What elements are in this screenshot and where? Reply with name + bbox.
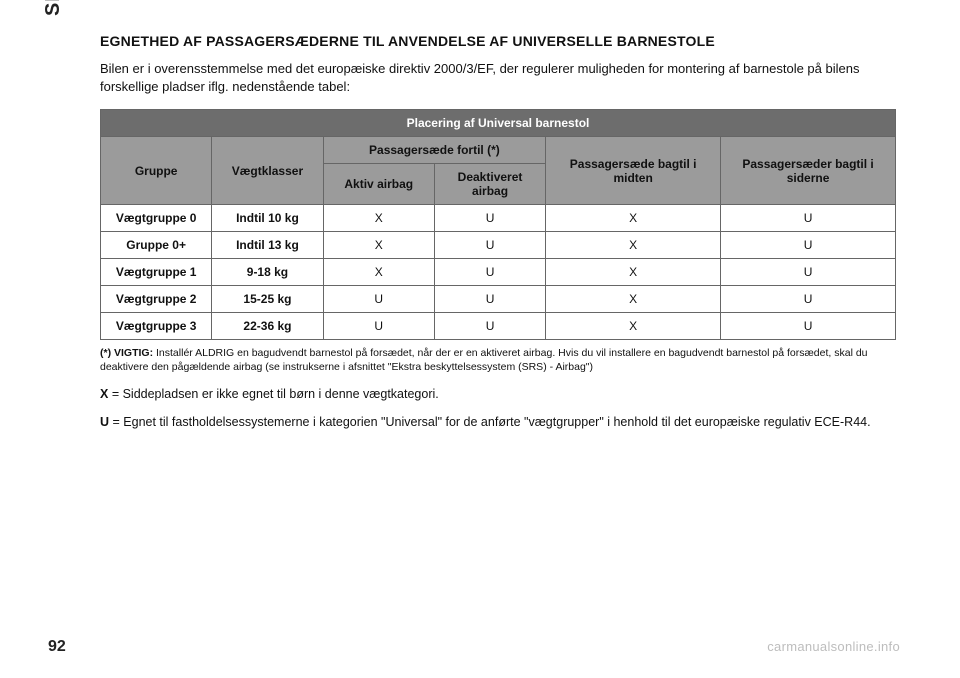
footnote-label: (*) VIGTIG: — [100, 347, 153, 359]
legend-x-text: = Siddepladsen er ikke egnet til børn i … — [108, 387, 438, 401]
table-top-header: Placering af Universal barnestol — [101, 110, 896, 137]
footnote: (*) VIGTIG: Installér ALDRIG en bagudven… — [100, 346, 896, 374]
cell-deact: U — [434, 259, 545, 286]
section-tab-label: SIKKERHED — [42, 0, 65, 18]
cell-group: Gruppe 0+ — [101, 232, 212, 259]
page-container: SIKKERHED EGNETHED AF PASSAGERSÆDERNE TI… — [0, 0, 960, 678]
col-front-deact: Deaktiveret airbag — [434, 164, 545, 205]
seat-suitability-table: Placering af Universal barnestol Gruppe … — [100, 109, 896, 340]
col-group: Gruppe — [101, 137, 212, 205]
cell-side: U — [721, 205, 896, 232]
cell-active: X — [323, 205, 434, 232]
table-body: Vægtgruppe 0 Indtil 10 kg X U X U Gruppe… — [101, 205, 896, 340]
col-rear-side: Passagersæder bagtil i siderne — [721, 137, 896, 205]
cell-weight: 22-36 kg — [212, 313, 323, 340]
intro-text: Bilen er i overensstemmelse med det euro… — [100, 60, 896, 95]
table-row: Vægtgruppe 2 15-25 kg U U X U — [101, 286, 896, 313]
cell-active: U — [323, 286, 434, 313]
cell-deact: U — [434, 232, 545, 259]
section-tab: SIKKERHED — [42, 0, 65, 18]
col-front: Passagersæde fortil (*) — [323, 137, 546, 164]
cell-mid: X — [546, 313, 721, 340]
watermark: carmanualsonline.info — [767, 639, 900, 654]
cell-active: X — [323, 259, 434, 286]
cell-side: U — [721, 232, 896, 259]
legend-x: X = Siddepladsen er ikke egnet til børn … — [100, 385, 896, 403]
table-row: Vægtgruppe 3 22-36 kg U U X U — [101, 313, 896, 340]
cell-deact: U — [434, 286, 545, 313]
table-row: Gruppe 0+ Indtil 13 kg X U X U — [101, 232, 896, 259]
legend-u-text: = Egnet til fastholdelsessystemerne i ka… — [109, 415, 871, 429]
cell-weight: 9-18 kg — [212, 259, 323, 286]
page-number: 92 — [48, 638, 66, 656]
col-weight: Vægtklasser — [212, 137, 323, 205]
cell-deact: U — [434, 205, 545, 232]
cell-side: U — [721, 286, 896, 313]
col-rear-mid: Passagersæde bagtil i midten — [546, 137, 721, 205]
footnote-text: Installér ALDRIG en bagudvendt barnestol… — [100, 347, 868, 373]
cell-group: Vægtgruppe 0 — [101, 205, 212, 232]
cell-active: X — [323, 232, 434, 259]
cell-mid: X — [546, 205, 721, 232]
cell-deact: U — [434, 313, 545, 340]
table-row: Vægtgruppe 0 Indtil 10 kg X U X U — [101, 205, 896, 232]
cell-mid: X — [546, 286, 721, 313]
cell-mid: X — [546, 232, 721, 259]
col-front-active: Aktiv airbag — [323, 164, 434, 205]
cell-active: U — [323, 313, 434, 340]
cell-weight: 15-25 kg — [212, 286, 323, 313]
table-row: Vægtgruppe 1 9-18 kg X U X U — [101, 259, 896, 286]
cell-mid: X — [546, 259, 721, 286]
cell-side: U — [721, 259, 896, 286]
cell-weight: Indtil 13 kg — [212, 232, 323, 259]
legend-u: U = Egnet til fastholdelsessystemerne i … — [100, 413, 896, 431]
cell-group: Vægtgruppe 1 — [101, 259, 212, 286]
cell-side: U — [721, 313, 896, 340]
cell-group: Vægtgruppe 2 — [101, 286, 212, 313]
cell-weight: Indtil 10 kg — [212, 205, 323, 232]
legend-u-label: U — [100, 415, 109, 429]
page-heading: EGNETHED AF PASSAGERSÆDERNE TIL ANVENDEL… — [100, 32, 896, 50]
cell-group: Vægtgruppe 3 — [101, 313, 212, 340]
